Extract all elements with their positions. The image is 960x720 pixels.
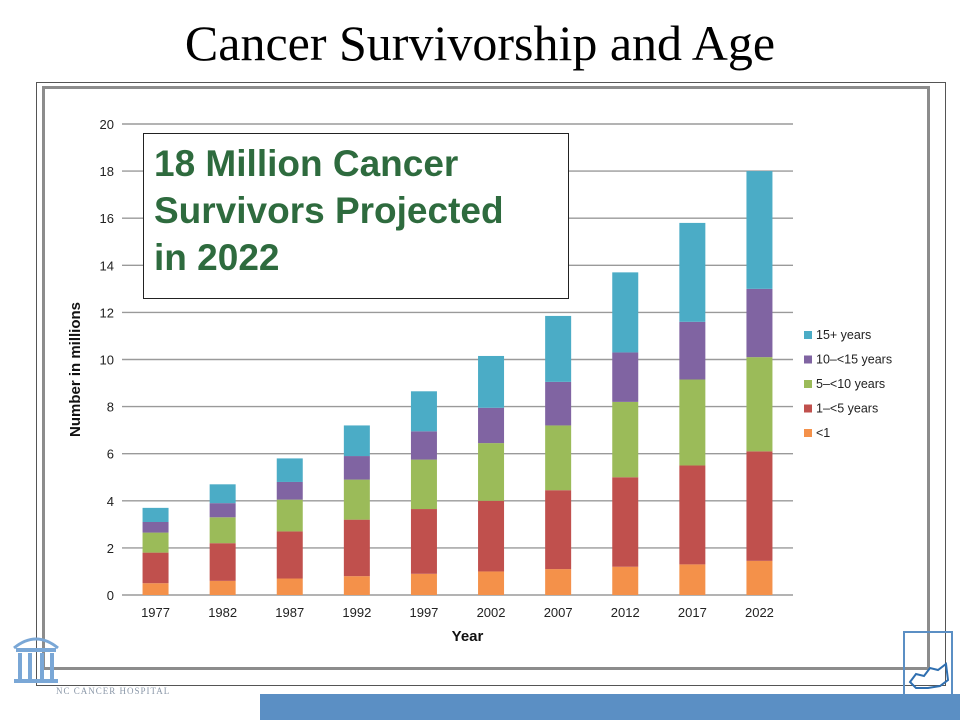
bar-segment — [679, 465, 706, 565]
bar-segment — [276, 481, 303, 500]
bar-segment — [209, 517, 236, 544]
y-tick-label: 8 — [107, 400, 114, 415]
bar-segment — [410, 431, 437, 460]
bar-segment — [410, 391, 437, 432]
bar-segment — [209, 543, 236, 581]
bar-segment — [410, 509, 437, 574]
bar-segment — [746, 357, 773, 452]
bar-segment — [478, 355, 505, 408]
bar-segment — [209, 503, 236, 518]
bar-segment — [679, 222, 706, 322]
x-tick-label: 1992 — [342, 605, 371, 620]
bar-segment — [746, 171, 773, 289]
old-well-logo-icon — [13, 637, 59, 683]
bar-segment — [679, 379, 706, 466]
slide-title: Cancer Survivorship and Age — [184, 15, 776, 71]
bar-segment — [612, 566, 639, 595]
bar-segment — [679, 564, 706, 595]
callout-line-3: in 2022 — [154, 237, 280, 278]
bar-segment — [612, 401, 639, 478]
callout-line-2: Survivors Projected — [154, 190, 504, 231]
y-tick-label: 4 — [107, 494, 114, 509]
bars — [142, 171, 773, 595]
legend-swatch — [804, 380, 812, 388]
bar-segment — [142, 552, 169, 584]
bar-segment — [545, 315, 572, 382]
y-tick-label: 0 — [107, 588, 114, 603]
bar-segment — [209, 484, 236, 504]
bar-segment — [410, 573, 437, 595]
x-tick-label: 2002 — [477, 605, 506, 620]
x-tick-label: 2017 — [678, 605, 707, 620]
x-tick-label: 1987 — [275, 605, 304, 620]
projection-callout: 18 Million Cancer Survivors Projected in… — [143, 133, 569, 299]
bar-segment — [679, 321, 706, 380]
legend-label: 1–<5 years — [816, 402, 878, 416]
bar-segment — [612, 477, 639, 567]
legend-swatch — [804, 429, 812, 437]
legend-label: 10–<15 years — [816, 353, 892, 367]
y-tick-label: 10 — [100, 353, 114, 368]
footer-bar — [260, 694, 960, 720]
footer-hospital-name: NC CANCER HOSPITAL — [56, 686, 171, 696]
bar-segment — [343, 425, 370, 457]
x-tick-label: 2007 — [544, 605, 573, 620]
bar-segment — [612, 352, 639, 402]
axes: 0 2 4 6 8 10 12 14 16 18 20 1977 1982 1987 1992 1997 200… — [67, 117, 774, 645]
bar-segment — [746, 560, 773, 595]
legend-label: 5–<10 years — [816, 377, 885, 391]
bar-segment — [142, 521, 169, 533]
legend-swatch — [804, 404, 812, 413]
bar-segment — [612, 272, 639, 353]
bar-segment — [545, 381, 572, 426]
x-tick-label: 2022 — [745, 605, 774, 620]
bar-segment — [142, 583, 169, 595]
bar-segment — [343, 456, 370, 480]
legend-swatch — [804, 355, 812, 364]
x-tick-label: 1982 — [208, 605, 237, 620]
y-tick-label: 6 — [107, 447, 114, 462]
bar-segment — [545, 490, 572, 570]
bar-segment — [343, 519, 370, 577]
x-tick-label: 2012 — [611, 605, 640, 620]
bar-segment — [478, 443, 505, 501]
y-tick-label: 18 — [100, 164, 114, 179]
bar-segment — [142, 532, 169, 553]
bar-segment — [478, 500, 505, 572]
legend-swatch — [804, 331, 812, 339]
bar-segment — [746, 451, 773, 561]
legend: 15+ years 10–<15 years 5–<10 years 1–<5 yea… — [804, 328, 892, 440]
y-tick-label: 12 — [100, 305, 114, 320]
bar-segment — [343, 479, 370, 520]
callout-line-1: 18 Million Cancer — [154, 143, 459, 184]
bar-segment — [343, 576, 370, 595]
bar-segment — [545, 425, 572, 491]
x-tick-label: 1977 — [141, 605, 170, 620]
bar-segment — [478, 407, 505, 444]
y-axis-title: Number in millions — [67, 302, 84, 437]
bar-segment — [276, 578, 303, 595]
y-tick-label: 14 — [100, 258, 114, 273]
bar-segment — [276, 499, 303, 532]
bar-segment — [410, 459, 437, 510]
y-tick-label: 16 — [100, 211, 114, 226]
y-tick-label: 20 — [100, 117, 114, 132]
bar-segment — [478, 571, 505, 595]
bar-segment — [209, 580, 236, 595]
bar-segment — [545, 569, 572, 595]
legend-label: 15+ years — [816, 328, 871, 342]
bar-segment — [276, 458, 303, 482]
legend-label: <1 — [816, 426, 830, 440]
bar-segment — [142, 507, 169, 522]
x-tick-label: 1997 — [409, 605, 438, 620]
y-tick-label: 2 — [107, 541, 114, 556]
bar-segment — [746, 288, 773, 358]
bar-segment — [276, 531, 303, 579]
x-axis-title: Year — [452, 628, 484, 645]
